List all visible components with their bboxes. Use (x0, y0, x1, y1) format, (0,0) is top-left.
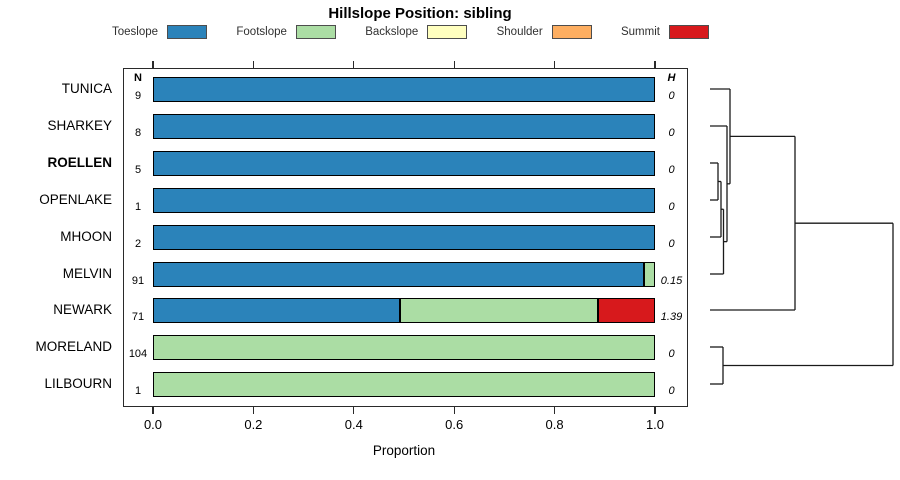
n-value: 71 (131, 311, 145, 323)
bar (153, 372, 655, 397)
bar (153, 262, 655, 287)
x-tick (353, 407, 355, 414)
bar-segment-footslope (153, 372, 655, 397)
h-value: 0 (668, 348, 675, 360)
row-label: OPENLAKE (39, 192, 112, 207)
x-tick-top (554, 61, 556, 68)
row-label: MHOON (60, 229, 112, 244)
legend-item-label: Shoulder (496, 26, 543, 38)
legend-item-label: Backslope (365, 26, 419, 38)
n-value: 8 (134, 127, 142, 139)
x-tick-label: 1.0 (645, 417, 665, 432)
bar-segment-toeslope (153, 262, 644, 287)
x-tick-top (152, 61, 154, 68)
row-label: LILBOURN (44, 376, 112, 391)
x-tick-label: 0.0 (143, 417, 163, 432)
row-label: NEWARK (53, 302, 112, 317)
x-tick (453, 407, 455, 414)
legend-item: Toeslope (112, 25, 208, 39)
x-tick-top (453, 61, 455, 68)
x-tick-top (353, 61, 355, 68)
legend-item-label: Footslope (236, 26, 287, 38)
legend-color-swatch (295, 25, 336, 39)
legend: Toeslope Footslope Backslope Shoulder Summit (112, 25, 709, 39)
n-value: 1 (134, 385, 142, 397)
x-tick-top (654, 61, 656, 68)
n-value: 2 (134, 238, 142, 250)
chart-title: Hillslope Position: sibling (328, 5, 512, 22)
x-axis-label: Proportion (372, 443, 436, 458)
h-value: 1.39 (660, 311, 683, 323)
legend-item: Shoulder (497, 25, 592, 39)
n-value: 9 (134, 90, 142, 102)
legend-color-swatch (427, 25, 468, 39)
h-value: 0.15 (660, 275, 683, 287)
n-value: 91 (131, 275, 145, 287)
n-value: 1 (134, 201, 142, 213)
legend-item: Footslope (236, 25, 336, 39)
bar-segment-footslope (153, 335, 655, 360)
legend-color-swatch (167, 25, 208, 39)
x-tick-label: 0.8 (545, 417, 564, 432)
row-label: MELVIN (62, 266, 112, 281)
x-tick (554, 407, 556, 414)
bar (153, 188, 655, 213)
bar-segment-toeslope (153, 298, 401, 323)
legend-item-label: Toeslope (112, 26, 159, 38)
bar-segment-summit (598, 298, 655, 323)
x-tick (152, 407, 154, 414)
row-label: TUNICA (61, 81, 112, 96)
legend-item-label: Summit (620, 26, 660, 38)
row-label: SHARKEY (47, 118, 112, 133)
n-column-header: N (134, 72, 142, 84)
h-value: 0 (668, 90, 675, 102)
h-column-header: H (667, 72, 676, 84)
row-label: ROELLEN (47, 155, 112, 170)
h-value: 0 (668, 385, 675, 397)
h-value: 0 (668, 164, 675, 176)
legend-color-swatch (668, 25, 709, 39)
n-value: 104 (128, 348, 148, 360)
bar-segment-footslope (400, 298, 599, 323)
n-value: 5 (134, 164, 142, 176)
row-label: MORELAND (35, 339, 112, 354)
bar-segment-toeslope (153, 151, 655, 176)
bar (153, 335, 655, 360)
bar (153, 151, 655, 176)
x-tick-label: 0.6 (445, 417, 464, 432)
legend-color-swatch (551, 25, 592, 39)
legend-item: Summit (621, 25, 709, 39)
bar (153, 114, 655, 139)
bar-segment-footslope (643, 262, 655, 287)
bar (153, 77, 655, 102)
x-tick-top (252, 61, 255, 68)
bar (153, 225, 655, 250)
x-tick-label: 0.4 (344, 417, 363, 432)
bar (153, 298, 655, 323)
h-value: 0 (668, 238, 675, 250)
x-tick-label: 0.2 (244, 417, 263, 432)
bar-segment-toeslope (153, 225, 655, 250)
h-value: 0 (668, 127, 675, 139)
bar-segment-toeslope (153, 77, 655, 102)
legend-item: Backslope (365, 25, 468, 39)
x-tick (654, 407, 656, 414)
bar-segment-toeslope (153, 188, 655, 213)
x-tick (252, 407, 255, 414)
bar-segment-toeslope (153, 114, 655, 139)
h-value: 0 (668, 201, 675, 213)
